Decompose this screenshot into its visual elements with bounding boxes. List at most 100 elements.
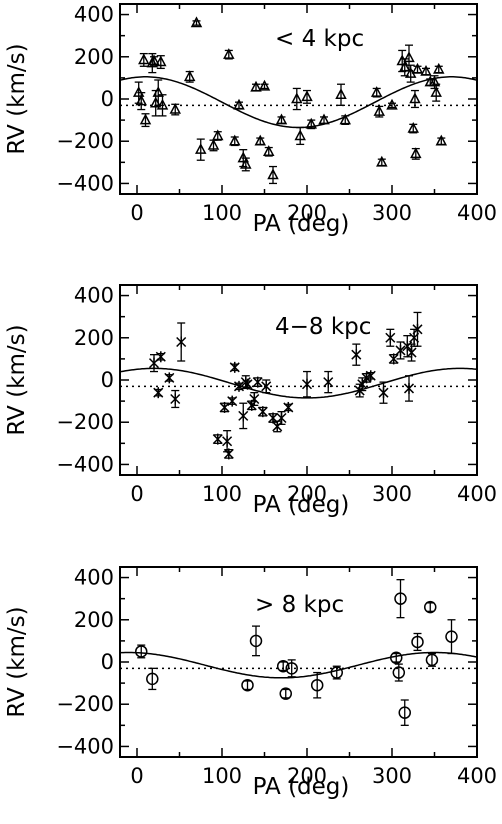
data-point	[373, 105, 385, 118]
data-point	[385, 328, 396, 347]
y-tick-label: 400	[74, 566, 114, 590]
panel-outer-8kpc: 0 100 200 300 400 −400 −200 0 200 400 PA (deg) RV (…	[4, 566, 497, 800]
axis-ticks	[120, 4, 478, 194]
data-point	[291, 87, 303, 111]
data-point	[153, 387, 164, 399]
data-point	[388, 353, 399, 365]
data-point	[267, 412, 279, 424]
data-point	[250, 80, 262, 92]
data-point	[365, 370, 376, 382]
data-point	[249, 392, 260, 406]
y-tick-label: −400	[56, 171, 114, 195]
data-point	[370, 86, 383, 98]
x-tick-label: 200	[287, 201, 327, 225]
y-tick-label: 0	[101, 650, 114, 674]
data-point	[233, 380, 245, 392]
y-tick-label: 200	[74, 608, 114, 632]
data-point	[252, 376, 263, 388]
y-tick-label: 400	[74, 3, 114, 27]
data-point	[207, 138, 220, 152]
data-point	[263, 145, 275, 157]
distance-bin-label: < 4 kpc	[275, 26, 364, 52]
x-tick-label: 300	[372, 482, 412, 506]
x-axis-label: PA (deg)	[253, 774, 350, 800]
data-point	[301, 370, 313, 398]
data-point	[242, 378, 253, 390]
data-point	[164, 372, 175, 384]
data-point	[183, 70, 196, 83]
data-point	[254, 134, 266, 146]
x-tick-label: 100	[202, 201, 242, 225]
x-tick-label: 300	[372, 201, 412, 225]
model-curve	[120, 651, 477, 679]
data-point	[146, 667, 159, 691]
data-point	[212, 129, 224, 141]
y-axis-label: RV (km/s)	[4, 606, 30, 717]
data-point	[169, 102, 181, 116]
x-tick-label: 400	[457, 764, 497, 788]
data-point	[305, 117, 317, 130]
data-point	[176, 322, 187, 362]
data-point	[135, 644, 148, 659]
data-point	[403, 44, 415, 72]
x-axis-label: PA (deg)	[253, 211, 350, 237]
x-tick-label: 0	[130, 764, 143, 788]
distance-bin-label: > 8 kpc	[255, 592, 344, 618]
data-point	[394, 579, 407, 619]
data-point	[190, 16, 203, 28]
data-point	[435, 134, 448, 146]
data-point	[155, 351, 166, 363]
data-point	[445, 619, 458, 655]
x-tick-label: 300	[372, 764, 412, 788]
data-point	[357, 377, 368, 392]
data-point	[430, 83, 442, 102]
data-point	[294, 126, 306, 146]
data-point	[283, 401, 294, 413]
data-point	[138, 52, 150, 67]
data-point	[310, 671, 324, 699]
x-tick-label: 100	[202, 764, 242, 788]
y-tick-label: 200	[74, 326, 114, 350]
y-tick-label: −200	[56, 692, 114, 716]
y-tick-label: −400	[56, 734, 114, 758]
x-tick-label: 200	[287, 482, 327, 506]
x-tick-label: 100	[202, 482, 242, 506]
panel-inner-4kpc: 0 100 200 300 400 −400 −200 0 200 400 PA (deg) RV (…	[4, 3, 497, 237]
data-point	[156, 94, 169, 117]
y-axis-label: RV (km/s)	[4, 43, 30, 154]
data-point	[229, 134, 241, 147]
data-point	[335, 83, 347, 106]
x-axis-label: PA (deg)	[253, 492, 350, 518]
data-point	[395, 341, 406, 360]
data-point	[258, 79, 271, 91]
axis-ticks	[120, 567, 478, 757]
data-point	[410, 147, 422, 160]
data-point	[412, 311, 423, 347]
data-point	[339, 113, 351, 125]
data-point	[249, 625, 263, 657]
data-point	[212, 433, 223, 445]
data-point	[222, 430, 233, 453]
data-point	[276, 411, 287, 425]
data-point	[407, 121, 419, 134]
data-point	[261, 379, 272, 394]
axis-ticks	[120, 285, 478, 475]
y-axis-label: RV (km/s)	[4, 324, 30, 435]
data-point	[376, 155, 388, 167]
data-point	[411, 62, 424, 74]
data-point	[411, 632, 424, 652]
data-point	[402, 335, 413, 358]
data-point	[238, 402, 249, 430]
data-point	[285, 659, 298, 678]
data-point	[398, 699, 411, 726]
data-point	[318, 113, 330, 125]
panel-4-8kpc: 0 100 200 300 400 −400 −200 0 200 400 PA (deg) RV (…	[4, 284, 497, 518]
data-point	[279, 687, 292, 700]
y-tick-label: 0	[101, 368, 114, 392]
model-curve	[120, 367, 477, 399]
data-point	[378, 381, 389, 404]
distance-bin-label: 4−8 kpc	[275, 314, 371, 340]
data-point	[152, 79, 164, 106]
data-point	[135, 92, 147, 111]
